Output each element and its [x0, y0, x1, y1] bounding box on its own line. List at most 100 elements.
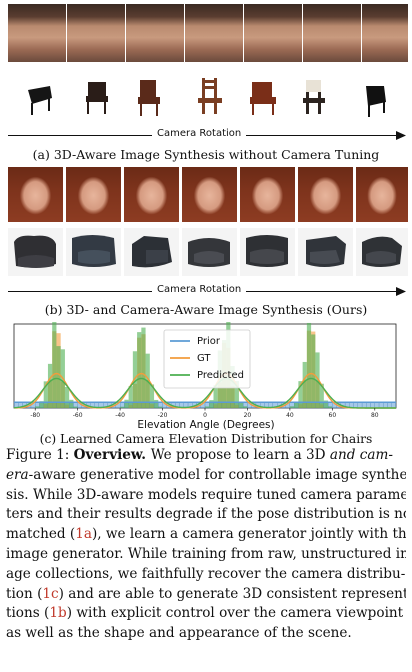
chair-image-4 — [198, 78, 222, 114]
bar-predicted — [56, 346, 61, 408]
legend-predicted-label: Predicted — [197, 370, 244, 381]
chair-image-1 — [28, 86, 52, 115]
x-tick-label: -40 — [115, 412, 125, 419]
bar-predicted — [64, 387, 70, 408]
face-image-6 — [303, 4, 361, 62]
rotation-label-b: Camera Rotation — [152, 284, 247, 295]
bar-prior — [391, 402, 397, 409]
x-tick-label: -60 — [73, 412, 83, 419]
face-image-2 — [67, 4, 125, 62]
arrowhead-b — [396, 287, 406, 296]
face-image-b7 — [356, 167, 408, 222]
armchair-image-7 — [356, 228, 408, 276]
chair-image-6 — [303, 80, 325, 114]
bar-prior — [357, 402, 363, 409]
face-image-b4 — [182, 167, 237, 222]
legend-gt-label: GT — [197, 353, 211, 364]
face-image-4 — [185, 4, 243, 62]
caption-line: tion (1c) and are able to generate 3D co… — [6, 585, 406, 602]
face-image-1 — [8, 4, 66, 62]
x-tick-label: 80 — [371, 412, 379, 419]
armchair-image-5 — [240, 228, 295, 276]
face-image-b3 — [124, 167, 179, 222]
bar-predicted — [205, 406, 210, 408]
chart-legend: Prior GT Predicted — [163, 329, 251, 389]
x-tick-label: 40 — [286, 412, 294, 419]
bar-prior — [374, 402, 380, 409]
caption-line: ters and their results degrade if the po… — [6, 506, 406, 523]
bar-predicted — [124, 399, 129, 408]
bar-predicted — [149, 384, 155, 408]
bar-predicted — [289, 406, 295, 408]
face-image-b2 — [66, 167, 121, 222]
caption-line: matched (1a), we learn a camera generato… — [6, 526, 406, 543]
caption-line: image generator. While training from raw… — [6, 545, 406, 562]
armchair-image-6 — [298, 228, 353, 276]
x-axis-label: Elevation Angle (Degrees) — [137, 419, 274, 430]
bar-prior — [383, 402, 388, 409]
face-image-b1 — [8, 167, 63, 222]
curve-gt — [13, 372, 396, 409]
caption-line: sis. While 3D-aware models require tuned… — [6, 486, 406, 503]
bar-prior — [387, 402, 392, 409]
bar-predicted — [132, 351, 138, 408]
bar-predicted — [238, 401, 244, 408]
bar-predicted — [120, 406, 125, 408]
bar-predicted — [311, 334, 316, 408]
rotation-label-a: Camera Rotation — [152, 128, 247, 139]
bar-predicted — [154, 399, 159, 408]
armchair-image-3 — [124, 228, 179, 276]
x-tick-label: -20 — [158, 412, 168, 419]
figure-label: Figure 1: — [6, 447, 74, 463]
bar-predicted — [328, 406, 333, 408]
face-image-7 — [362, 4, 408, 62]
bar-prior — [361, 402, 367, 409]
caption-b: (b) 3D- and Camera-Aware Image Synthesis… — [44, 302, 368, 317]
armchair-image-1 — [8, 228, 63, 276]
x-tick-label: 20 — [244, 412, 252, 419]
caption-line: age collections, we faithfully recover t… — [6, 565, 406, 582]
bar-predicted — [141, 327, 146, 408]
x-tick-label: -80 — [30, 412, 40, 419]
figure-title: Overview. — [73, 447, 151, 463]
armchair-image-4 — [182, 228, 237, 276]
caption-line: tions (1b) with explicit control over th… — [6, 605, 404, 622]
figure-ref-link[interactable]: 1b — [49, 605, 67, 622]
figure-ref-link[interactable]: 1a — [75, 526, 92, 543]
bar-predicted — [43, 381, 48, 408]
bar-predicted — [243, 406, 248, 408]
face-image-b5 — [240, 167, 295, 222]
bar-predicted — [47, 363, 53, 408]
bar-predicted — [323, 400, 329, 408]
face-image-3 — [126, 4, 184, 62]
bar-predicted — [137, 332, 142, 408]
face-image-b6 — [298, 167, 353, 222]
caption-line: Figure 1: Overview. We propose to learn … — [6, 447, 393, 463]
bar-predicted — [315, 352, 320, 408]
bar-predicted — [213, 385, 218, 408]
elevation-distribution-chart: -80 -60 -40 -20 0 20 40 60 80 Elevation Angle (D… — [13, 322, 397, 430]
bar-predicted — [69, 399, 74, 408]
face-image-5 — [244, 4, 302, 62]
chair-image-2 — [86, 82, 108, 114]
curve-predicted — [13, 377, 396, 409]
bar-predicted — [39, 401, 44, 408]
chair-image-7 — [366, 86, 386, 117]
chair-row-a — [28, 78, 386, 117]
armchair-image-2 — [66, 228, 121, 276]
bar-predicted — [298, 381, 303, 408]
bar-predicted — [73, 406, 78, 408]
bar-predicted — [319, 383, 324, 408]
bar-predicted — [294, 402, 299, 408]
bar-predicted — [128, 386, 133, 408]
bar-prior — [366, 402, 371, 409]
bar-predicted — [35, 406, 40, 408]
bar-predicted — [306, 322, 312, 408]
bar-predicted — [52, 322, 57, 408]
bar-predicted — [234, 381, 239, 408]
caption-line: as well as the shape and appearance of t… — [6, 625, 352, 642]
figure-ref-link[interactable]: 1c — [42, 585, 59, 602]
chair-image-5 — [250, 82, 276, 115]
caption-c: (c) Learned Camera Elevation Distributio… — [39, 432, 373, 446]
figure-caption-paragraph: Figure 1: Overview. We propose to learn … — [6, 446, 406, 644]
